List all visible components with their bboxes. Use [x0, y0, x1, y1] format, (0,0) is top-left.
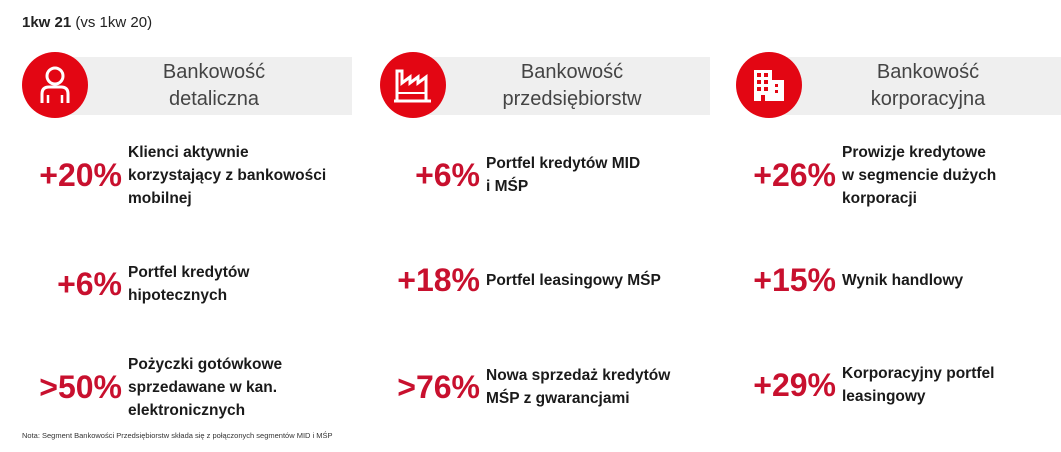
metric: +29% Korporacyjny portfel leasingowy	[736, 350, 1061, 420]
metric-line: Korporacyjny portfel	[842, 365, 995, 382]
icon-circle	[22, 52, 88, 118]
segment-title-line: Bankowość	[162, 61, 266, 83]
segment-enterprise: Bankowość przedsiębiorstw +6% Portfel kr…	[380, 52, 710, 407]
metric-line: sprzedawane w kan.	[128, 378, 278, 396]
metric-value: +26%	[753, 156, 836, 193]
metric-description: Prowizje kredytowe w segmencie dużych ko…	[842, 140, 1061, 210]
segment-header: Bankowość korporacyjna	[736, 52, 1061, 118]
office-building-icon	[754, 70, 784, 101]
metric-value: +20%	[39, 156, 122, 193]
metric-line: i MŚP	[486, 178, 529, 195]
person-icon	[40, 66, 70, 103]
metric: >50% Pożyczki gotówkowe sprzedawane w ka…	[22, 352, 352, 422]
segment-title-line: Bankowość	[520, 61, 624, 83]
metric-line: w segmencie dużych	[842, 166, 997, 184]
metric: +26% Prowizje kredytowe w segmencie duży…	[736, 140, 1061, 210]
metric-line: elektronicznych	[128, 401, 246, 419]
metric-description: Portfel leasingowy MŚP	[486, 245, 710, 315]
metric-line: leasingowy	[842, 388, 926, 405]
metric-value: +6%	[57, 265, 122, 302]
metric-value: +18%	[397, 261, 480, 298]
metric: +15% Wynik handlowy	[736, 245, 1061, 315]
metric-description: Pożyczki gotówkowe sprzedawane w kan. el…	[128, 352, 352, 422]
metric-line: Prowizje kredytowe	[842, 143, 986, 161]
metric-line: Wynik handlowy	[842, 271, 964, 289]
metric: +6% Portfel kredytów MID i MŚP	[380, 140, 710, 210]
factory-icon	[394, 69, 431, 103]
metric-description: Portfel kredytów MID i MŚP	[486, 140, 710, 210]
icon-circle	[736, 52, 802, 118]
metric-description: Portfel kredytów hipotecznych	[128, 249, 352, 319]
footnote: Nota: Segment Bankowości Przedsiębiorstw…	[22, 431, 333, 440]
metric-line: Portfel kredytów	[128, 264, 250, 281]
metric-line: Klienci aktywnie	[128, 143, 249, 161]
metric-value: >50%	[39, 368, 122, 405]
metric-line: Pożyczki gotówkowe	[128, 355, 283, 373]
segment-title-line: detaliczna	[168, 88, 260, 110]
metric-line: korporacji	[842, 189, 917, 207]
period-main: 1kw 21	[22, 14, 72, 31]
metric: +18% Portfel leasingowy MŚP	[380, 245, 710, 315]
header-bar	[774, 57, 1061, 115]
segment-header: Bankowość przedsiębiorstw	[380, 52, 710, 118]
metric-line: Portfel kredytów MID	[486, 155, 641, 172]
metric-value: +6%	[415, 156, 480, 193]
metric-description: Klienci aktywnie korzystający z bankowoś…	[128, 140, 352, 210]
metric-line: Nowa sprzedaż kredytów	[486, 367, 671, 384]
segment-title-line: Bankowość	[876, 61, 980, 83]
metric: >76% Nowa sprzedaż kredytów MŚP z gwaran…	[380, 352, 710, 422]
metric-description: Wynik handlowy	[842, 245, 1061, 315]
metric-value: +29%	[753, 366, 836, 403]
segment-retail: Bankowość detaliczna +20% Klienci aktywn…	[22, 52, 352, 419]
metric-value: +15%	[753, 261, 836, 298]
metric-line: hipotecznych	[128, 287, 228, 304]
metric-description: Korporacyjny portfel leasingowy	[842, 350, 1061, 420]
metric-line: mobilnej	[128, 189, 192, 207]
header-bar	[418, 57, 710, 115]
icon-circle	[380, 52, 446, 118]
period-comparison: (vs 1kw 20)	[75, 14, 153, 31]
header-bar	[60, 57, 352, 115]
metric-description: Nowa sprzedaż kredytów MŚP z gwarancjami	[486, 352, 710, 422]
metric-line: Portfel leasingowy MŚP	[486, 271, 661, 289]
metric: +20% Klienci aktywnie korzystający z ban…	[22, 140, 352, 210]
segment-title: Bankowość detaliczna	[94, 57, 334, 115]
segment-title-line: korporacyjna	[870, 88, 986, 110]
metric-line: MŚP z gwarancjami	[486, 390, 630, 407]
metric: +6% Portfel kredytów hipotecznych	[22, 249, 352, 319]
segment-header: Bankowość detaliczna	[22, 52, 352, 118]
metric-line: korzystający z bankowości	[128, 166, 327, 184]
segment-corporate: Bankowość korporacyjna +26% Prowizje kre…	[736, 52, 1061, 405]
period-label: 1kw 21 (vs 1kw 20)	[22, 14, 152, 31]
metric-value: >76%	[397, 368, 480, 405]
segment-title: Bankowość przedsiębiorstw	[452, 57, 692, 115]
segment-title-line: przedsiębiorstw	[502, 88, 642, 110]
segment-title: Bankowość korporacyjna	[808, 57, 1048, 115]
